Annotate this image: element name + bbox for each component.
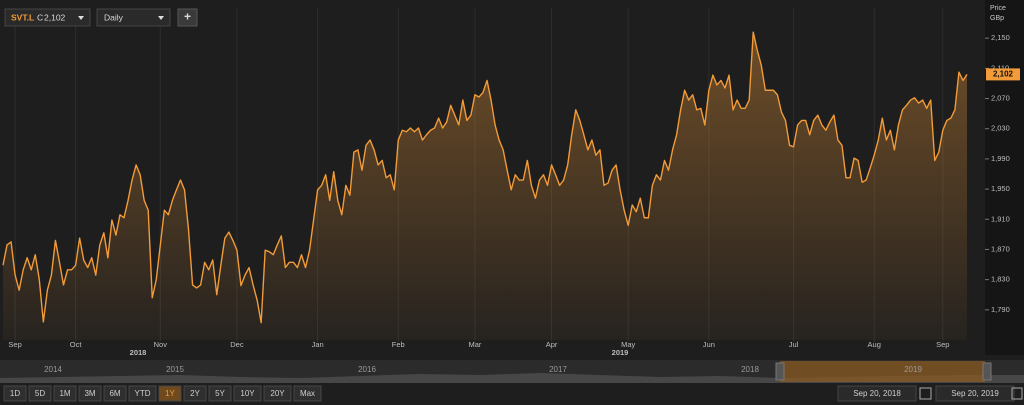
y-tick-label: 1,950 [991, 184, 1010, 193]
navigator-year: 2014 [44, 365, 62, 374]
range-button[interactable] [233, 385, 262, 402]
x-tick-label: Sep [8, 340, 21, 349]
last-price-tag [986, 68, 1020, 81]
dropdown-arrow [78, 16, 84, 20]
range-button[interactable] [3, 385, 27, 402]
date-from-box[interactable] [837, 385, 917, 402]
x-tick-label: Mar [468, 340, 481, 349]
calendar-icon[interactable] [919, 387, 932, 400]
price-line [2, 31, 968, 324]
range-button[interactable] [128, 385, 157, 402]
range-button[interactable] [263, 385, 292, 402]
price-axis-panel [985, 0, 1024, 355]
range-buttons: 1D 5D 1M 3M 6M YTD 1Y 2Y 5Y 10Y 20Y Max [3, 385, 322, 402]
range-button-label: Max [300, 389, 315, 398]
y-tick-label: 1,790 [991, 305, 1010, 314]
range-button[interactable] [158, 385, 182, 402]
x-tick-label: Sep [936, 340, 949, 349]
range-button-label: 1M [59, 389, 70, 398]
range-button-label: 1D [10, 389, 20, 398]
range-button-label: YTD [135, 389, 151, 398]
navigator-year: 2016 [358, 365, 376, 374]
year-label: 2018 [130, 348, 147, 357]
range-button-label: 10Y [240, 389, 255, 398]
dropdown-arrow [158, 16, 164, 20]
y-tick-label: 1,870 [991, 244, 1010, 253]
calendar-icon[interactable] [1011, 387, 1023, 400]
navigator-band [0, 360, 1024, 383]
navigator-year: 2019 [904, 365, 922, 374]
navigator-handle[interactable] [982, 362, 992, 381]
range-button[interactable] [293, 385, 322, 402]
x-tick-label: May [621, 340, 635, 349]
x-tick-label: Jan [312, 340, 324, 349]
navigator-year: 2015 [166, 365, 184, 374]
y-tick-label: 2,150 [991, 33, 1010, 42]
navigator-year: 2017 [549, 365, 567, 374]
y-tick-label: 2,070 [991, 94, 1010, 103]
x-tick-label: Jul [789, 340, 799, 349]
navigator-sparkline [0, 373, 1024, 383]
navigator: 2014 2015 2016 2017 2018 2019 [0, 360, 1024, 383]
range-button[interactable] [208, 385, 232, 402]
range-button[interactable] [78, 385, 102, 402]
interval-dropdown[interactable] [96, 8, 171, 27]
range-button[interactable] [53, 385, 77, 402]
x-tick-label: Apr [546, 340, 558, 349]
x-tick-label: Oct [70, 340, 83, 349]
axis-layer: 1,790 1,830 1,870 1,910 1,950 1,990 2,030 2,070… [8, 33, 1020, 349]
range-button-label: 5D [35, 389, 45, 398]
navigator-handle[interactable] [775, 362, 785, 381]
navigator-year: 2018 [741, 365, 759, 374]
range-button[interactable] [183, 385, 207, 402]
x-tick-label: Dec [230, 340, 244, 349]
y-tick-label: 2,030 [991, 124, 1010, 133]
date-range: Sep 20, 2018 Sep 20, 2019 [837, 385, 1023, 402]
range-button-label: 1Y [165, 389, 175, 398]
toolbar: SVT.L C 2,102 Daily + [4, 8, 198, 27]
y-tick-label: 2,110 [991, 63, 1009, 72]
y-axis-title: Price [990, 5, 1006, 12]
plot-layer [2, 31, 968, 341]
x-tick-label: Jun [703, 340, 715, 349]
x-tick-label: Aug [868, 340, 881, 349]
date-to-box[interactable] [935, 385, 1015, 402]
close-prefix: C [37, 12, 43, 22]
date-to: Sep 20, 2019 [951, 389, 999, 398]
add-button-label: + [184, 10, 191, 24]
navigator-selection[interactable] [780, 361, 985, 382]
y-axis-unit: GBp [990, 15, 1004, 22]
close-value: 2,102 [44, 12, 66, 22]
date-from: Sep 20, 2018 [853, 389, 901, 398]
range-button-label: 20Y [270, 389, 285, 398]
x-tick-label: Feb [392, 340, 405, 349]
x-tick-label: Nov [154, 340, 168, 349]
y-tick-label: 1,990 [991, 154, 1010, 163]
range-button-label: 2Y [190, 389, 200, 398]
symbol-dropdown[interactable] [4, 8, 91, 27]
range-button-label: 5Y [215, 389, 225, 398]
range-button-label: 3M [84, 389, 95, 398]
range-button[interactable] [28, 385, 52, 402]
interval: Daily [104, 12, 124, 22]
symbol: SVT.L [11, 12, 34, 22]
last-price-label: 2,102 [993, 70, 1014, 79]
y-tick-label: 1,910 [991, 214, 1010, 223]
range-button-label: 6M [109, 389, 120, 398]
area-fill [3, 32, 967, 341]
y-tick-label: 1,830 [991, 275, 1010, 284]
add-button[interactable] [177, 8, 198, 27]
range-button[interactable] [103, 385, 127, 402]
year-label: 2019 [612, 348, 629, 357]
